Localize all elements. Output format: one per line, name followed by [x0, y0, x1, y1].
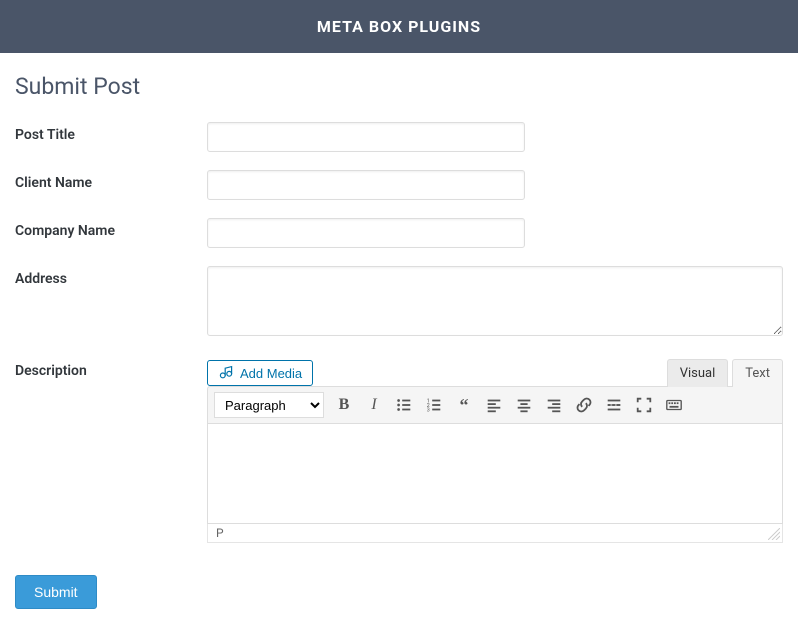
editor-top-bar: Add Media Visual Text	[207, 358, 783, 386]
textarea-address[interactable]	[207, 266, 783, 336]
label-company-name: Company Name	[15, 218, 207, 239]
input-client-name[interactable]	[207, 170, 525, 200]
bullet-list-button[interactable]	[390, 391, 418, 419]
align-left-button[interactable]	[480, 391, 508, 419]
link-icon	[575, 396, 593, 414]
add-media-button[interactable]: Add Media	[207, 360, 313, 386]
submit-button[interactable]: Submit	[15, 575, 97, 609]
input-post-title[interactable]	[207, 122, 525, 152]
toolbar-toggle-button[interactable]	[660, 391, 688, 419]
fullscreen-icon	[635, 396, 653, 414]
align-right-icon	[545, 396, 563, 414]
rich-editor: Add Media Visual Text Paragraph B I	[207, 358, 783, 543]
tab-text[interactable]: Text	[732, 359, 783, 387]
numbered-list-button[interactable]: 123	[420, 391, 448, 419]
header-bar: META BOX PLUGINS	[0, 0, 798, 53]
row-company-name: Company Name	[15, 218, 783, 248]
input-company-name[interactable]	[207, 218, 525, 248]
content-area: Submit Post Post Title Client Name Compa…	[0, 53, 798, 639]
svg-text:3: 3	[427, 407, 430, 413]
bold-button[interactable]: B	[330, 391, 358, 419]
editor-path: P	[216, 526, 224, 540]
media-icon	[218, 365, 234, 381]
align-center-button[interactable]	[510, 391, 538, 419]
fullscreen-button[interactable]	[630, 391, 658, 419]
row-address: Address	[15, 266, 783, 340]
editor-tabs: Visual Text	[667, 358, 783, 386]
header-title: META BOX PLUGINS	[317, 17, 481, 36]
label-post-title: Post Title	[15, 122, 207, 143]
link-button[interactable]	[570, 391, 598, 419]
format-select[interactable]: Paragraph	[214, 392, 324, 418]
numbered-list-icon: 123	[425, 396, 443, 414]
row-description: Description Add Media Visual Text	[15, 358, 783, 543]
editor-toolbar: Paragraph B I 123 “	[207, 386, 783, 424]
insert-more-icon	[605, 396, 623, 414]
insert-more-button[interactable]	[600, 391, 628, 419]
page-title: Submit Post	[15, 73, 783, 100]
align-left-icon	[485, 396, 503, 414]
italic-button[interactable]: I	[360, 391, 388, 419]
resize-handle-icon[interactable]	[768, 528, 780, 540]
label-address: Address	[15, 266, 207, 287]
editor-status-bar: P	[207, 524, 783, 543]
row-post-title: Post Title	[15, 122, 783, 152]
label-description: Description	[15, 358, 207, 379]
tab-visual[interactable]: Visual	[667, 359, 729, 387]
keyboard-icon	[665, 396, 683, 414]
align-center-icon	[515, 396, 533, 414]
blockquote-button[interactable]: “	[450, 391, 478, 419]
row-client-name: Client Name	[15, 170, 783, 200]
bullet-list-icon	[395, 396, 413, 414]
align-right-button[interactable]	[540, 391, 568, 419]
label-client-name: Client Name	[15, 170, 207, 191]
add-media-label: Add Media	[240, 366, 302, 381]
editor-content-area[interactable]	[207, 424, 783, 524]
